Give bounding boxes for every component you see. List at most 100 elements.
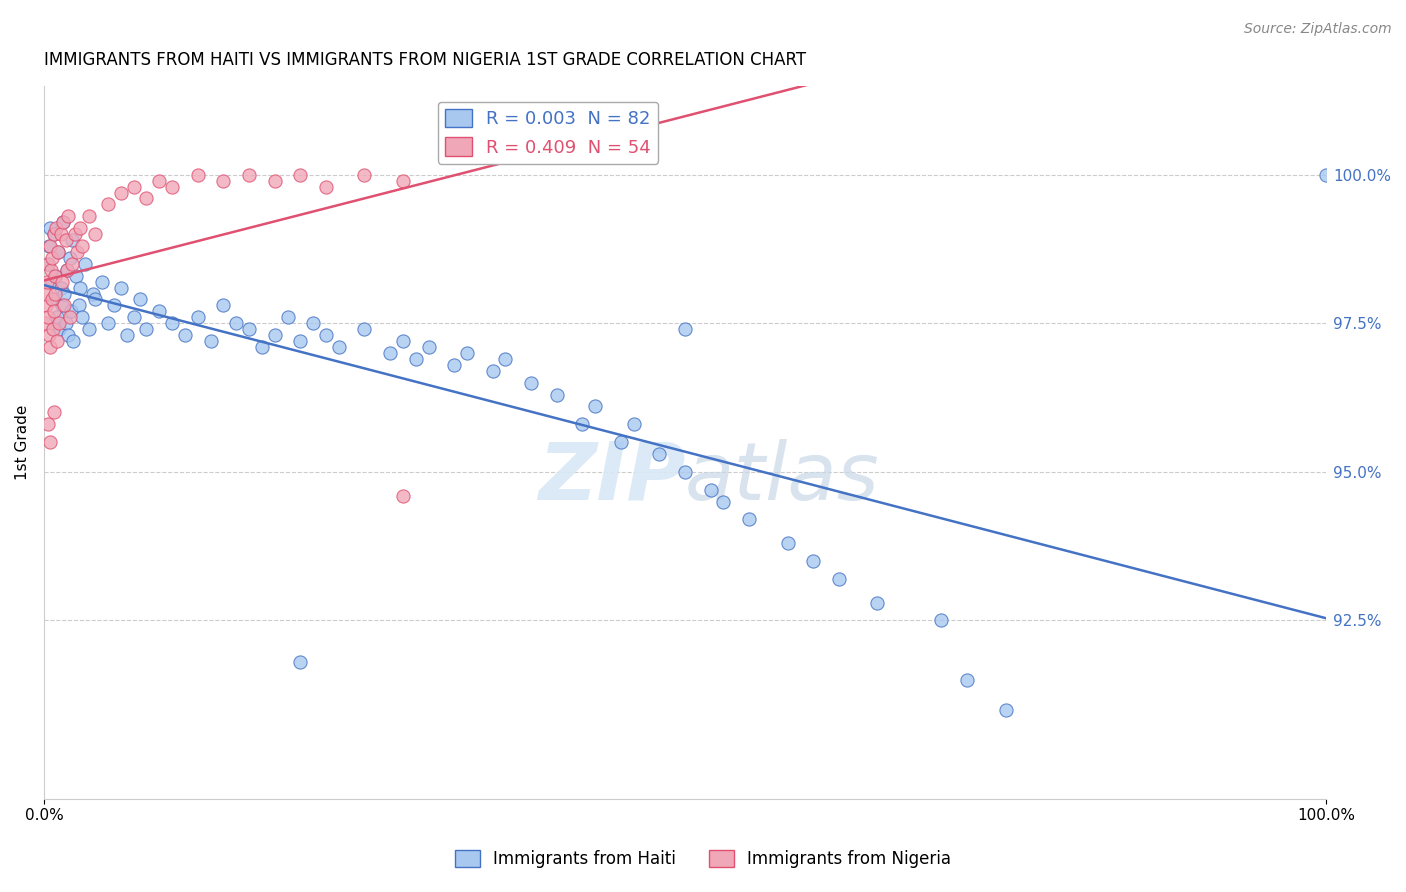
Point bbox=[84, 293, 107, 307]
Point bbox=[45, 310, 67, 325]
Point bbox=[60, 257, 83, 271]
Point bbox=[122, 310, 145, 325]
Text: IMMIGRANTS FROM HAITI VS IMMIGRANTS FROM NIGERIA 1ST GRADE CORRELATION CHART: IMMIGRANTS FROM HAITI VS IMMIGRANTS FROM… bbox=[44, 51, 806, 69]
Point bbox=[35, 275, 58, 289]
Point bbox=[69, 280, 91, 294]
Point bbox=[103, 298, 125, 312]
Point bbox=[738, 512, 761, 526]
Point bbox=[610, 435, 633, 450]
Point bbox=[801, 554, 824, 568]
Point bbox=[63, 227, 86, 241]
Point bbox=[38, 239, 60, 253]
Point bbox=[56, 262, 79, 277]
Point bbox=[38, 239, 60, 253]
Point bbox=[302, 316, 325, 330]
Point bbox=[44, 227, 66, 241]
Point bbox=[315, 328, 337, 343]
Point bbox=[59, 304, 82, 318]
Point bbox=[34, 316, 56, 330]
Point bbox=[49, 227, 72, 241]
Point bbox=[56, 262, 79, 277]
Point bbox=[37, 257, 59, 271]
Y-axis label: 1st Grade: 1st Grade bbox=[15, 404, 30, 480]
Point bbox=[520, 376, 543, 390]
Point bbox=[776, 536, 799, 550]
Point bbox=[65, 268, 87, 283]
Point bbox=[46, 244, 69, 259]
Point bbox=[58, 251, 80, 265]
Point bbox=[290, 655, 312, 669]
Point bbox=[378, 346, 401, 360]
Point bbox=[44, 268, 66, 283]
Point bbox=[41, 293, 63, 307]
Point bbox=[699, 483, 721, 497]
Point bbox=[84, 227, 107, 241]
Point bbox=[55, 316, 77, 330]
Point bbox=[60, 233, 83, 247]
Point bbox=[44, 286, 66, 301]
Point bbox=[69, 221, 91, 235]
Point bbox=[443, 358, 465, 372]
Point bbox=[866, 596, 889, 610]
Point bbox=[39, 340, 62, 354]
Point bbox=[53, 286, 76, 301]
Point bbox=[148, 173, 170, 187]
Point bbox=[1315, 168, 1337, 182]
Point bbox=[46, 244, 69, 259]
Text: atlas: atlas bbox=[685, 439, 880, 516]
Point bbox=[37, 310, 59, 325]
Text: ZIP: ZIP bbox=[537, 439, 685, 516]
Point bbox=[39, 262, 62, 277]
Point bbox=[42, 227, 65, 241]
Point bbox=[66, 244, 89, 259]
Legend: R = 0.003  N = 82, R = 0.409  N = 54: R = 0.003 N = 82, R = 0.409 N = 54 bbox=[437, 102, 658, 164]
Point bbox=[546, 387, 568, 401]
Point bbox=[35, 298, 58, 312]
Point bbox=[42, 293, 65, 307]
Point bbox=[392, 173, 415, 187]
Point bbox=[67, 298, 90, 312]
Point bbox=[148, 304, 170, 318]
Point bbox=[58, 328, 80, 343]
Point bbox=[135, 322, 157, 336]
Point bbox=[52, 215, 75, 229]
Point bbox=[97, 316, 120, 330]
Point bbox=[392, 489, 415, 503]
Point bbox=[187, 310, 209, 325]
Point bbox=[73, 257, 96, 271]
Point bbox=[122, 179, 145, 194]
Point bbox=[45, 221, 67, 235]
Point bbox=[37, 417, 59, 432]
Point bbox=[48, 316, 70, 330]
Point bbox=[39, 221, 62, 235]
Point bbox=[956, 673, 979, 687]
Point bbox=[238, 322, 260, 336]
Point bbox=[42, 322, 65, 336]
Point bbox=[129, 293, 152, 307]
Point bbox=[115, 328, 138, 343]
Point bbox=[160, 179, 183, 194]
Point bbox=[648, 447, 671, 461]
Point bbox=[200, 334, 222, 348]
Point bbox=[994, 703, 1017, 717]
Point bbox=[353, 168, 375, 182]
Point bbox=[35, 286, 58, 301]
Point bbox=[418, 340, 440, 354]
Point bbox=[38, 328, 60, 343]
Point bbox=[174, 328, 197, 343]
Point bbox=[353, 322, 375, 336]
Point bbox=[77, 322, 100, 336]
Point bbox=[41, 275, 63, 289]
Point bbox=[673, 465, 696, 479]
Point bbox=[58, 209, 80, 223]
Point bbox=[62, 334, 84, 348]
Point bbox=[392, 334, 415, 348]
Point bbox=[456, 346, 478, 360]
Point bbox=[51, 275, 73, 289]
Point bbox=[673, 322, 696, 336]
Point bbox=[290, 168, 312, 182]
Point bbox=[212, 173, 235, 187]
Point bbox=[481, 364, 503, 378]
Point bbox=[48, 322, 70, 336]
Point bbox=[405, 351, 427, 366]
